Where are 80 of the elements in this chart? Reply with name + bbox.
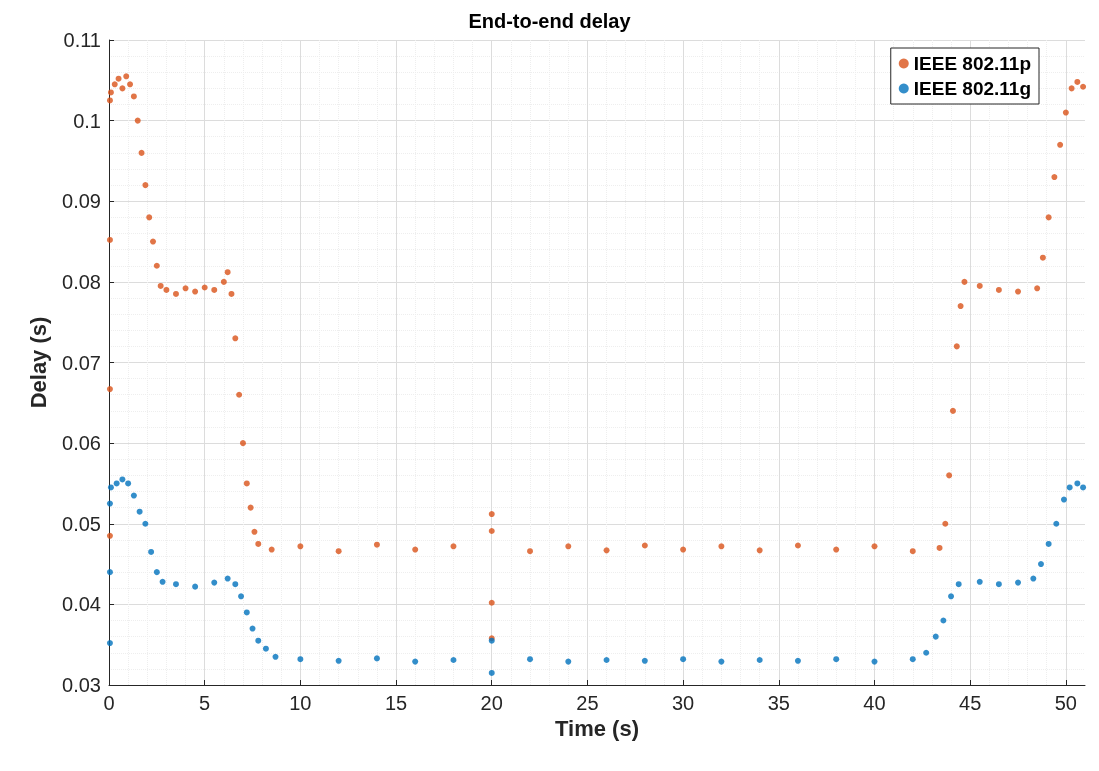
x-tick-label: 40 xyxy=(863,692,886,714)
point xyxy=(107,484,114,491)
point xyxy=(909,656,916,663)
point xyxy=(106,640,113,647)
x-tick-label: 25 xyxy=(576,692,599,714)
point xyxy=(976,578,983,585)
point xyxy=(335,657,342,664)
point xyxy=(948,593,955,600)
point xyxy=(940,617,947,624)
point xyxy=(932,633,939,640)
point xyxy=(136,508,143,515)
point xyxy=(125,480,132,487)
x-tick-label: 30 xyxy=(671,692,695,714)
point xyxy=(297,656,304,663)
point xyxy=(756,657,763,663)
point xyxy=(718,658,725,665)
point xyxy=(527,656,534,663)
point xyxy=(680,656,687,663)
point xyxy=(192,583,199,590)
y-tick-label: 0.07 xyxy=(62,351,101,374)
point xyxy=(1030,575,1037,582)
y-tick-label: 0.09 xyxy=(62,190,101,213)
point xyxy=(113,480,120,487)
point xyxy=(794,657,801,664)
point xyxy=(603,657,610,663)
point xyxy=(488,669,495,676)
point xyxy=(1074,480,1081,487)
x-tick-label: 20 xyxy=(480,692,503,714)
point xyxy=(1053,520,1060,527)
chart-title: End-to-end delay xyxy=(468,10,632,32)
point xyxy=(833,656,840,663)
point xyxy=(1015,579,1022,586)
x-axis-title: Time (s) xyxy=(555,716,639,742)
point xyxy=(119,476,126,483)
y-tick-label: 0.06 xyxy=(62,432,101,455)
x-tick-label: 0 xyxy=(103,692,115,714)
point xyxy=(224,575,231,582)
point xyxy=(243,609,250,616)
point xyxy=(232,581,239,588)
y-tick-label: 0.1 xyxy=(73,109,101,132)
point xyxy=(159,578,166,585)
point xyxy=(262,645,269,652)
point xyxy=(1060,496,1067,503)
point xyxy=(249,625,256,632)
x-tick-label: 50 xyxy=(1054,692,1077,714)
point xyxy=(255,637,262,644)
point xyxy=(172,581,179,588)
point xyxy=(148,548,155,555)
point xyxy=(1045,540,1052,547)
point xyxy=(641,657,648,664)
y-axis-title: Delay (s) xyxy=(25,316,51,409)
x-tick-label: 10 xyxy=(289,692,312,714)
point xyxy=(412,658,419,665)
point xyxy=(238,593,245,600)
point xyxy=(211,579,218,586)
point xyxy=(565,658,572,665)
x-tick-label: 45 xyxy=(959,692,982,714)
y-tick-label: 0.08 xyxy=(62,270,101,293)
point xyxy=(106,569,113,576)
point xyxy=(1080,484,1087,491)
y-tick-label: 0.04 xyxy=(62,593,101,616)
point xyxy=(995,581,1002,588)
point xyxy=(130,492,137,499)
point xyxy=(142,520,149,527)
point xyxy=(923,649,930,656)
y-tick-label: 0.05 xyxy=(62,512,101,535)
x-tick-label: 35 xyxy=(767,692,790,714)
legend-label: IEEE 802.11g xyxy=(913,78,1031,99)
x-tick-label: 15 xyxy=(384,692,408,714)
point xyxy=(955,581,962,588)
point xyxy=(450,657,457,663)
legend-label: IEEE 802.11p xyxy=(913,53,1031,74)
point xyxy=(373,655,380,662)
point xyxy=(106,500,113,507)
point xyxy=(1037,561,1044,568)
x-tick-label: 5 xyxy=(199,692,211,714)
y-tick-label: 0.03 xyxy=(62,674,101,696)
y-tick-label: 0.11 xyxy=(63,29,101,51)
point xyxy=(272,653,279,660)
point xyxy=(153,569,160,576)
